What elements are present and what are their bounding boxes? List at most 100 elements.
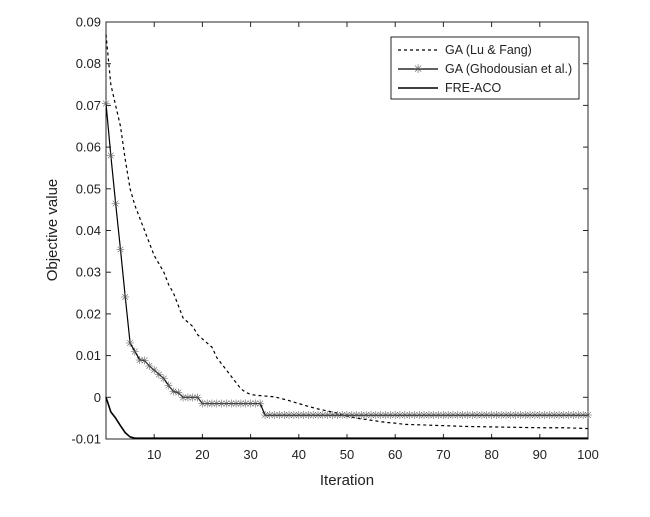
- series-marker-ga-ghodousian: ✳: [482, 410, 491, 422]
- series-marker-ga-ghodousian: ✳: [554, 410, 563, 422]
- series-marker-ga-ghodousian: ✳: [251, 399, 260, 411]
- series-marker-ga-ghodousian: ✳: [154, 369, 163, 381]
- y-tick-label: 0.04: [76, 223, 101, 238]
- series-marker-ga-ghodousian: ✳: [294, 410, 303, 422]
- legend-star-marker: ✳: [413, 62, 423, 76]
- series-marker-ga-ghodousian: ✳: [444, 410, 453, 422]
- series-marker-ga-ghodousian: ✳: [564, 410, 573, 422]
- y-tick-label: 0.05: [76, 181, 101, 196]
- series-marker-ga-ghodousian: ✳: [135, 355, 144, 367]
- series-marker-ga-ghodousian: ✳: [150, 365, 159, 377]
- series-marker-ga-ghodousian: ✳: [328, 410, 337, 422]
- series-marker-ga-ghodousian: ✳: [207, 399, 216, 411]
- series-marker-ga-ghodousian: ✳: [203, 399, 212, 411]
- series-marker-ga-ghodousian: ✳: [473, 410, 482, 422]
- series-marker-ga-ghodousian: ✳: [125, 338, 134, 350]
- series-marker-ga-ghodousian: ✳: [232, 399, 241, 411]
- series-marker-ga-ghodousian: ✳: [386, 410, 395, 422]
- series-line-ga-lu-fang: [105, 34, 589, 430]
- series-marker-ga-ghodousian: ✳: [164, 381, 173, 393]
- series-marker-ga-ghodousian: ✳: [434, 410, 443, 422]
- x-tick-label: 100: [577, 447, 599, 462]
- x-tick-label: 20: [195, 447, 209, 462]
- series-marker-ga-ghodousian: ✳: [270, 410, 279, 422]
- series-marker-ga-ghodousian: ✳: [420, 410, 429, 422]
- series-marker-ga-ghodousian: ✳: [260, 410, 269, 422]
- series-marker-ga-ghodousian: ✳: [516, 410, 525, 422]
- series-marker-ga-ghodousian: ✳: [289, 410, 298, 422]
- legend: GA (Lu & Fang) ✳ GA (Ghodousian et al.) …: [390, 36, 580, 100]
- series-marker-ga-ghodousian: ✳: [477, 410, 486, 422]
- series-marker-ga-ghodousian: ✳: [415, 410, 424, 422]
- series-marker-ga-ghodousian: ✳: [497, 410, 506, 422]
- y-tick-label: 0.03: [76, 265, 101, 280]
- series-marker-ga-ghodousian: ✳: [246, 399, 255, 411]
- series-marker-ga-ghodousian: ✳: [405, 410, 414, 422]
- x-tick-label: 30: [243, 447, 257, 462]
- series-marker-ga-ghodousian: ✳: [458, 410, 467, 422]
- series-marker-ga-ghodousian: ✳: [530, 410, 539, 422]
- series-marker-ga-ghodousian: ✳: [265, 410, 274, 422]
- y-tick-label: 0.07: [76, 98, 101, 113]
- series-marker-ga-ghodousian: ✳: [506, 410, 515, 422]
- series-marker-ga-ghodousian: ✳: [188, 392, 197, 404]
- series-marker-ga-ghodousian: ✳: [347, 410, 356, 422]
- x-tick-label: 90: [533, 447, 547, 462]
- series-marker-ga-ghodousian: ✳: [256, 399, 265, 411]
- series-marker-ga-ghodousian: ✳: [526, 410, 535, 422]
- series-marker-ga-ghodousian: ✳: [400, 410, 409, 422]
- y-tick-label: 0.09: [76, 15, 101, 30]
- series-marker-ga-ghodousian: ✳: [212, 399, 221, 411]
- legend-label-ga-lu-fang: GA (Lu & Fang): [445, 43, 532, 57]
- series-marker-ga-ghodousian: ✳: [376, 410, 385, 422]
- series-marker-ga-ghodousian: ✳: [179, 392, 188, 404]
- series-marker-ga-ghodousian: ✳: [501, 410, 510, 422]
- series-marker-ga-ghodousian: ✳: [511, 410, 520, 422]
- series-marker-ga-ghodousian: ✳: [309, 410, 318, 422]
- series-marker-ga-ghodousian: ✳: [174, 388, 183, 400]
- series-marker-ga-ghodousian: ✳: [492, 410, 501, 422]
- series-marker-ga-ghodousian: ✳: [371, 410, 380, 422]
- series-marker-ga-ghodousian: ✳: [198, 399, 207, 411]
- series-marker-ga-ghodousian: ✳: [313, 410, 322, 422]
- y-axis-label: Objective value: [44, 179, 61, 282]
- y-tick-label: 0.08: [76, 56, 101, 71]
- series-marker-ga-ghodousian: ✳: [579, 410, 588, 422]
- series-marker-ga-ghodousian: ✳: [140, 356, 149, 368]
- series-marker-ga-ghodousian: ✳: [468, 410, 477, 422]
- series-marker-ga-ghodousian: ✳: [285, 410, 294, 422]
- x-axis-label: Iteration: [320, 472, 374, 489]
- series-marker-ga-ghodousian: ✳: [429, 410, 438, 422]
- series-marker-ga-ghodousian: ✳: [569, 410, 578, 422]
- series-marker-ga-ghodousian: ✳: [275, 410, 284, 422]
- series-marker-ga-ghodousian: ✳: [318, 410, 327, 422]
- x-tick-label: 40: [292, 447, 306, 462]
- series-marker-ga-ghodousian: ✳: [352, 410, 361, 422]
- series-marker-ga-ghodousian: ✳: [236, 399, 245, 411]
- legend-label-ga-ghodousian: GA (Ghodousian et al.): [445, 62, 572, 76]
- series-marker-ga-ghodousian: ✳: [193, 392, 202, 404]
- series-marker-ga-ghodousian: ✳: [357, 410, 366, 422]
- series-marker-ga-ghodousian: ✳: [101, 98, 110, 110]
- series-marker-ga-ghodousian: ✳: [183, 392, 192, 404]
- series-marker-ga-ghodousian: ✳: [424, 410, 433, 422]
- y-tick-label: 0.06: [76, 140, 101, 155]
- series-marker-ga-ghodousian: ✳: [130, 346, 139, 358]
- series-marker-ga-ghodousian: ✳: [550, 410, 559, 422]
- y-tick-label: 0.01: [76, 348, 101, 363]
- x-tick-label: 60: [388, 447, 402, 462]
- series-marker-ga-ghodousian: ✳: [338, 410, 347, 422]
- series-marker-ga-ghodousian: ✳: [366, 410, 375, 422]
- x-tick-label: 70: [436, 447, 450, 462]
- series-marker-ga-ghodousian: ✳: [362, 410, 371, 422]
- series-marker-ga-ghodousian: ✳: [145, 361, 154, 373]
- y-axis-ticks: -0.01 0 0.01 0.02 0.03 0.04 0.05 0.06 0.07 0.08 0.…: [71, 15, 588, 447]
- y-tick-label: 0: [94, 390, 101, 405]
- series-marker-ga-ghodousian: ✳: [448, 410, 457, 422]
- y-tick-label: 0.02: [76, 306, 101, 321]
- series-layer: ✳✳✳✳✳✳✳✳✳✳✳✳✳✳✳✳✳✳✳✳✳✳✳✳✳✳✳✳✳✳✳✳✳✳✳✳✳✳✳✳…: [101, 34, 593, 439]
- series-marker-ga-ghodousian: ✳: [217, 399, 226, 411]
- series-marker-ga-ghodousian: ✳: [487, 410, 496, 422]
- series-marker-ga-ghodousian: ✳: [559, 410, 568, 422]
- series-marker-ga-ghodousian: ✳: [453, 410, 462, 422]
